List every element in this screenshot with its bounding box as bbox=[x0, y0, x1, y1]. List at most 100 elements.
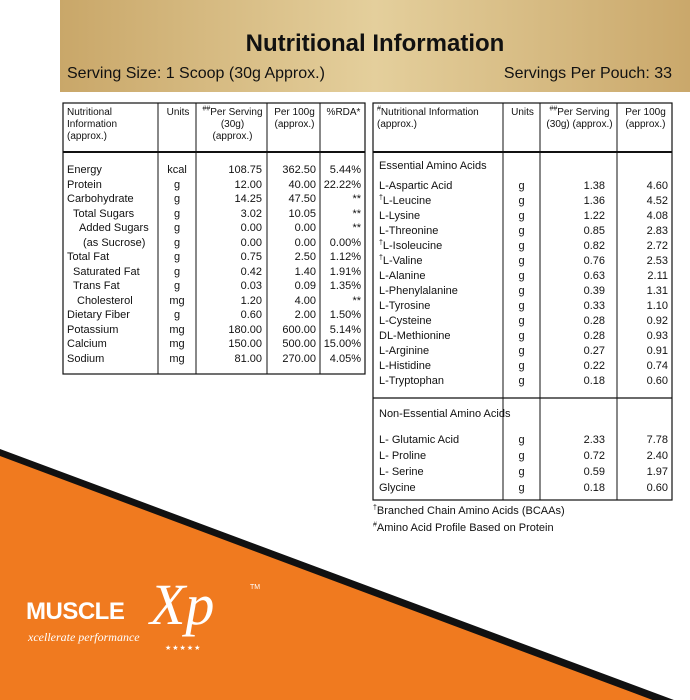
text: L-Histidine bbox=[379, 360, 431, 372]
text: L-Tyrosine bbox=[379, 300, 431, 312]
text: Units bbox=[511, 107, 534, 118]
nutrient-name: Total Sugars bbox=[73, 207, 135, 220]
unit: g bbox=[173, 236, 181, 249]
text: L-Isoleucine bbox=[382, 240, 443, 252]
per-100g: 2.40 bbox=[646, 450, 668, 462]
nutrient-name: Trans Fat bbox=[73, 280, 120, 292]
marker: † bbox=[379, 194, 383, 202]
amino-name: Glycine bbox=[379, 481, 503, 495]
per-100g: 1.40 bbox=[294, 265, 316, 278]
rda: 15.00% bbox=[323, 338, 361, 350]
per-serving: 0.00 bbox=[240, 222, 262, 234]
unit: kcal bbox=[167, 164, 187, 176]
marker: † bbox=[379, 254, 383, 262]
text: Glycine bbox=[379, 482, 416, 494]
text: L-Arginine bbox=[379, 345, 430, 357]
text: L-Valine bbox=[382, 255, 423, 267]
nutrient-name: Total Fat bbox=[67, 251, 110, 263]
text: Per 100g (approx.) bbox=[625, 107, 666, 130]
unit: g bbox=[518, 450, 525, 462]
unit: g bbox=[518, 240, 525, 252]
per-serving: 0.85 bbox=[583, 225, 605, 237]
per-serving: 12.00 bbox=[234, 178, 262, 191]
header-cell: Units bbox=[162, 107, 194, 119]
unit: g bbox=[518, 300, 525, 312]
per-100g: 1.10 bbox=[646, 300, 668, 312]
section-title: Non-Essential Amino Acids bbox=[379, 408, 511, 420]
amino-name: L-Cysteine bbox=[379, 314, 503, 328]
unit: mg bbox=[169, 294, 185, 307]
rda: 1.35% bbox=[329, 280, 361, 292]
unit: g bbox=[518, 330, 525, 342]
text: L-Lysine bbox=[379, 210, 421, 222]
per-serving: 1.36 bbox=[583, 195, 605, 207]
marker: † bbox=[379, 239, 383, 247]
per-serving: 0.63 bbox=[583, 270, 605, 282]
per-100g: 600.00 bbox=[282, 323, 316, 336]
rda: 0.00% bbox=[329, 236, 361, 249]
unit: g bbox=[173, 178, 181, 191]
header-cell: Units bbox=[507, 107, 538, 119]
per-100g: 0.74 bbox=[646, 360, 668, 372]
text: Amino Acid Profile Based on Protein bbox=[376, 522, 554, 534]
amino-name: L-Phenylalanine bbox=[379, 284, 503, 298]
amino-name: L- Glutamic Acid bbox=[379, 433, 503, 447]
servings: Servings Per Pouch: 33 bbox=[503, 65, 672, 82]
logo-tm: TM bbox=[250, 584, 261, 591]
per-100g: 1.97 bbox=[646, 466, 668, 478]
nutrient-name: Protein bbox=[67, 178, 102, 191]
nutrient-name: Calcium bbox=[67, 338, 107, 350]
marker: # bbox=[377, 105, 381, 113]
text: L-Leucine bbox=[382, 195, 432, 207]
per-serving: 0.28 bbox=[583, 315, 605, 327]
per-100g: 362.50 bbox=[282, 164, 316, 176]
header-cell: Per 100g (approx.) bbox=[621, 107, 670, 131]
per-100g: 47.50 bbox=[288, 193, 316, 205]
unit: g bbox=[173, 193, 181, 205]
nutrient-name: Cholesterol bbox=[77, 294, 133, 307]
per-100g: 2.53 bbox=[646, 255, 668, 267]
per-100g: 2.72 bbox=[646, 240, 668, 252]
per-100g: 0.60 bbox=[646, 482, 668, 494]
per-100g: 2.83 bbox=[646, 225, 668, 237]
logo-stars: ★★★★★ bbox=[165, 645, 202, 652]
per-100g: 4.52 bbox=[646, 195, 668, 207]
per-serving: 0.82 bbox=[583, 240, 605, 252]
per-100g: 10.05 bbox=[288, 207, 316, 220]
text: L- Proline bbox=[379, 450, 427, 462]
nutrient-name: Energy bbox=[67, 164, 102, 176]
footnote: †Branched Chain Amino Acids (BCAAs) bbox=[373, 504, 673, 518]
per-100g: 0.91 bbox=[646, 345, 668, 357]
text: Nutritional Information (approx.) bbox=[377, 107, 479, 130]
per-serving: 14.25 bbox=[234, 193, 262, 205]
per-serving: 0.22 bbox=[583, 360, 605, 372]
per-serving: 1.38 bbox=[583, 180, 605, 192]
unit: g bbox=[518, 466, 525, 478]
rda: 5.44% bbox=[329, 164, 361, 176]
unit: g bbox=[173, 265, 181, 278]
per-serving: 0.27 bbox=[583, 345, 605, 357]
per-serving: 0.72 bbox=[583, 450, 605, 462]
per-serving: 0.18 bbox=[583, 375, 605, 387]
per-serving: 0.18 bbox=[583, 482, 605, 494]
amino-name: †L-Isoleucine bbox=[379, 239, 503, 253]
unit: g bbox=[518, 345, 525, 357]
unit: g bbox=[173, 222, 181, 234]
per-100g: 0.60 bbox=[646, 375, 668, 387]
unit: mg bbox=[169, 338, 185, 350]
text: L-Phenylalanine bbox=[379, 285, 458, 297]
logo-tagline: xcellerate performance bbox=[28, 630, 140, 644]
per-serving: 150.00 bbox=[228, 338, 262, 350]
amino-name: L-Tryptophan bbox=[379, 374, 503, 388]
marker: # bbox=[373, 521, 377, 529]
unit: g bbox=[518, 434, 525, 446]
rda: 1.91% bbox=[329, 265, 361, 278]
nutrient-name: (as Sucrose) bbox=[83, 236, 146, 249]
rda: ** bbox=[352, 222, 361, 234]
text: L-Aspartic Acid bbox=[379, 180, 453, 192]
text: L- Glutamic Acid bbox=[379, 434, 460, 446]
per-serving: 81.00 bbox=[234, 352, 262, 365]
per-serving: 3.02 bbox=[240, 207, 262, 220]
